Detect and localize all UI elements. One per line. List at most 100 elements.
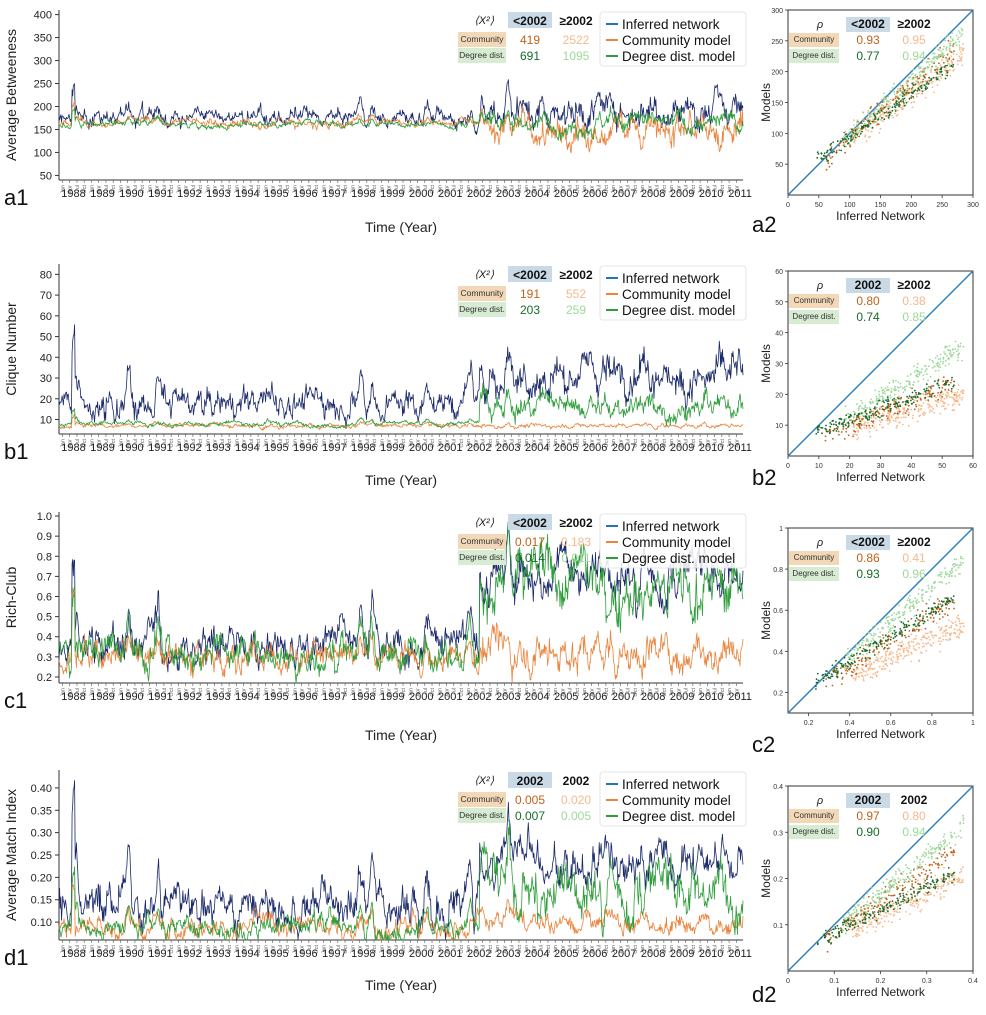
month-tick-label: Oct	[633, 439, 639, 448]
scatter-point	[893, 640, 896, 643]
scatter-point	[847, 916, 850, 919]
month-tick-label: Oct	[111, 439, 117, 448]
month-tick-label: Oct	[169, 439, 175, 448]
scatter-point	[835, 671, 838, 674]
scatter-point	[849, 145, 852, 148]
scatter-point	[849, 919, 852, 922]
scatter-point	[946, 614, 949, 617]
table-cell: 0.005	[561, 809, 591, 823]
month-tick-label: Oct	[517, 945, 523, 954]
scatter-point	[953, 565, 956, 568]
x-axis-title: Time (Year)	[365, 219, 437, 235]
x-tick-label: 0.6	[886, 720, 896, 727]
scatter-point	[857, 668, 860, 670]
scatter-point	[843, 145, 846, 148]
table-col-header: <2002	[513, 14, 547, 28]
month-tick-label: Jul	[162, 439, 168, 446]
scatter-point	[933, 52, 936, 55]
scatter-point	[922, 83, 924, 86]
scatter-point	[927, 406, 930, 409]
scatter-point	[849, 128, 852, 131]
month-tick-label: Oct	[285, 439, 291, 448]
table-cell: 0.005	[515, 793, 545, 807]
scatter-point	[889, 887, 891, 890]
scatter-point	[940, 855, 943, 858]
scatter-point	[901, 889, 904, 892]
scatter-point	[854, 664, 856, 667]
month-tick-label: Oct	[459, 439, 465, 448]
scatter-point	[933, 365, 936, 368]
scatter-point	[925, 83, 928, 85]
scatter-point	[831, 155, 834, 158]
scatter-point	[919, 910, 922, 913]
scatter-point	[854, 922, 857, 924]
scatter-point	[863, 122, 866, 125]
y-tick-label: 0.2	[773, 877, 783, 884]
scatter-point	[816, 151, 819, 154]
scatter-point	[899, 918, 901, 921]
table-cell: 0.011	[561, 551, 590, 565]
scatter-point	[918, 891, 921, 893]
scatter-point	[894, 385, 896, 388]
scatter-point	[945, 597, 948, 600]
scatter-point	[916, 362, 919, 365]
scatter-point	[881, 389, 884, 392]
scatter-point	[881, 645, 883, 648]
scatter-point	[905, 864, 907, 866]
scatter-point	[923, 855, 926, 858]
scatter-point	[849, 925, 851, 928]
month-tick-label: Jan	[466, 688, 472, 697]
scatter-point	[858, 934, 861, 937]
year-tick-label: 2007	[612, 188, 636, 200]
scatter-point	[878, 889, 880, 892]
scatter-point	[910, 898, 913, 901]
scatter-point	[951, 409, 954, 412]
scatter-point	[816, 672, 819, 675]
scatter-point	[836, 671, 839, 674]
scatter-point	[957, 566, 960, 569]
scatter-point	[950, 850, 953, 853]
month-tick-label: Apr	[271, 688, 277, 697]
month-tick-label: Apr	[676, 439, 682, 448]
scatter-point	[893, 629, 896, 632]
scatter-point	[842, 664, 845, 666]
scatter-point	[931, 846, 934, 849]
scatter-point	[927, 642, 930, 644]
scatter-point	[942, 853, 944, 856]
year-tick-label: 2011	[728, 691, 752, 703]
y-axis-title: Models	[759, 344, 773, 383]
scatter-point	[892, 904, 895, 907]
scatter-point	[955, 636, 958, 638]
scatter-point	[958, 573, 960, 575]
scatter-point	[865, 415, 867, 418]
scatter-point	[882, 120, 885, 123]
scatter-point	[910, 652, 913, 655]
month-tick-label: Jan	[60, 688, 66, 697]
scatter-point	[947, 639, 949, 641]
scatter-point	[899, 100, 902, 103]
scatter-point	[827, 159, 829, 162]
scatter-point	[950, 834, 952, 836]
scatter-point	[865, 670, 868, 673]
month-tick-label: Oct	[604, 439, 610, 448]
scatter-point	[905, 872, 908, 875]
scatter-point	[924, 365, 927, 367]
scatter-point	[856, 652, 858, 655]
y-tick-label: 0.30	[31, 828, 52, 840]
month-tick-label: Jul	[655, 688, 661, 695]
month-tick-label: Oct	[111, 688, 117, 697]
scatter-point	[869, 676, 872, 679]
month-tick-label: Apr	[213, 688, 219, 697]
scatter-point	[870, 921, 873, 924]
scatter-point	[950, 625, 953, 627]
scatter-point	[885, 415, 888, 417]
year-tick-label: 1991	[148, 948, 172, 960]
scatter-point	[923, 885, 925, 887]
scatter-point	[830, 142, 833, 145]
scatter-point	[910, 97, 913, 99]
scatter-point	[920, 407, 922, 410]
scatter-point	[829, 144, 832, 146]
scatter-point	[897, 868, 900, 870]
scatter-point	[898, 105, 900, 108]
scatter-point	[935, 46, 938, 48]
